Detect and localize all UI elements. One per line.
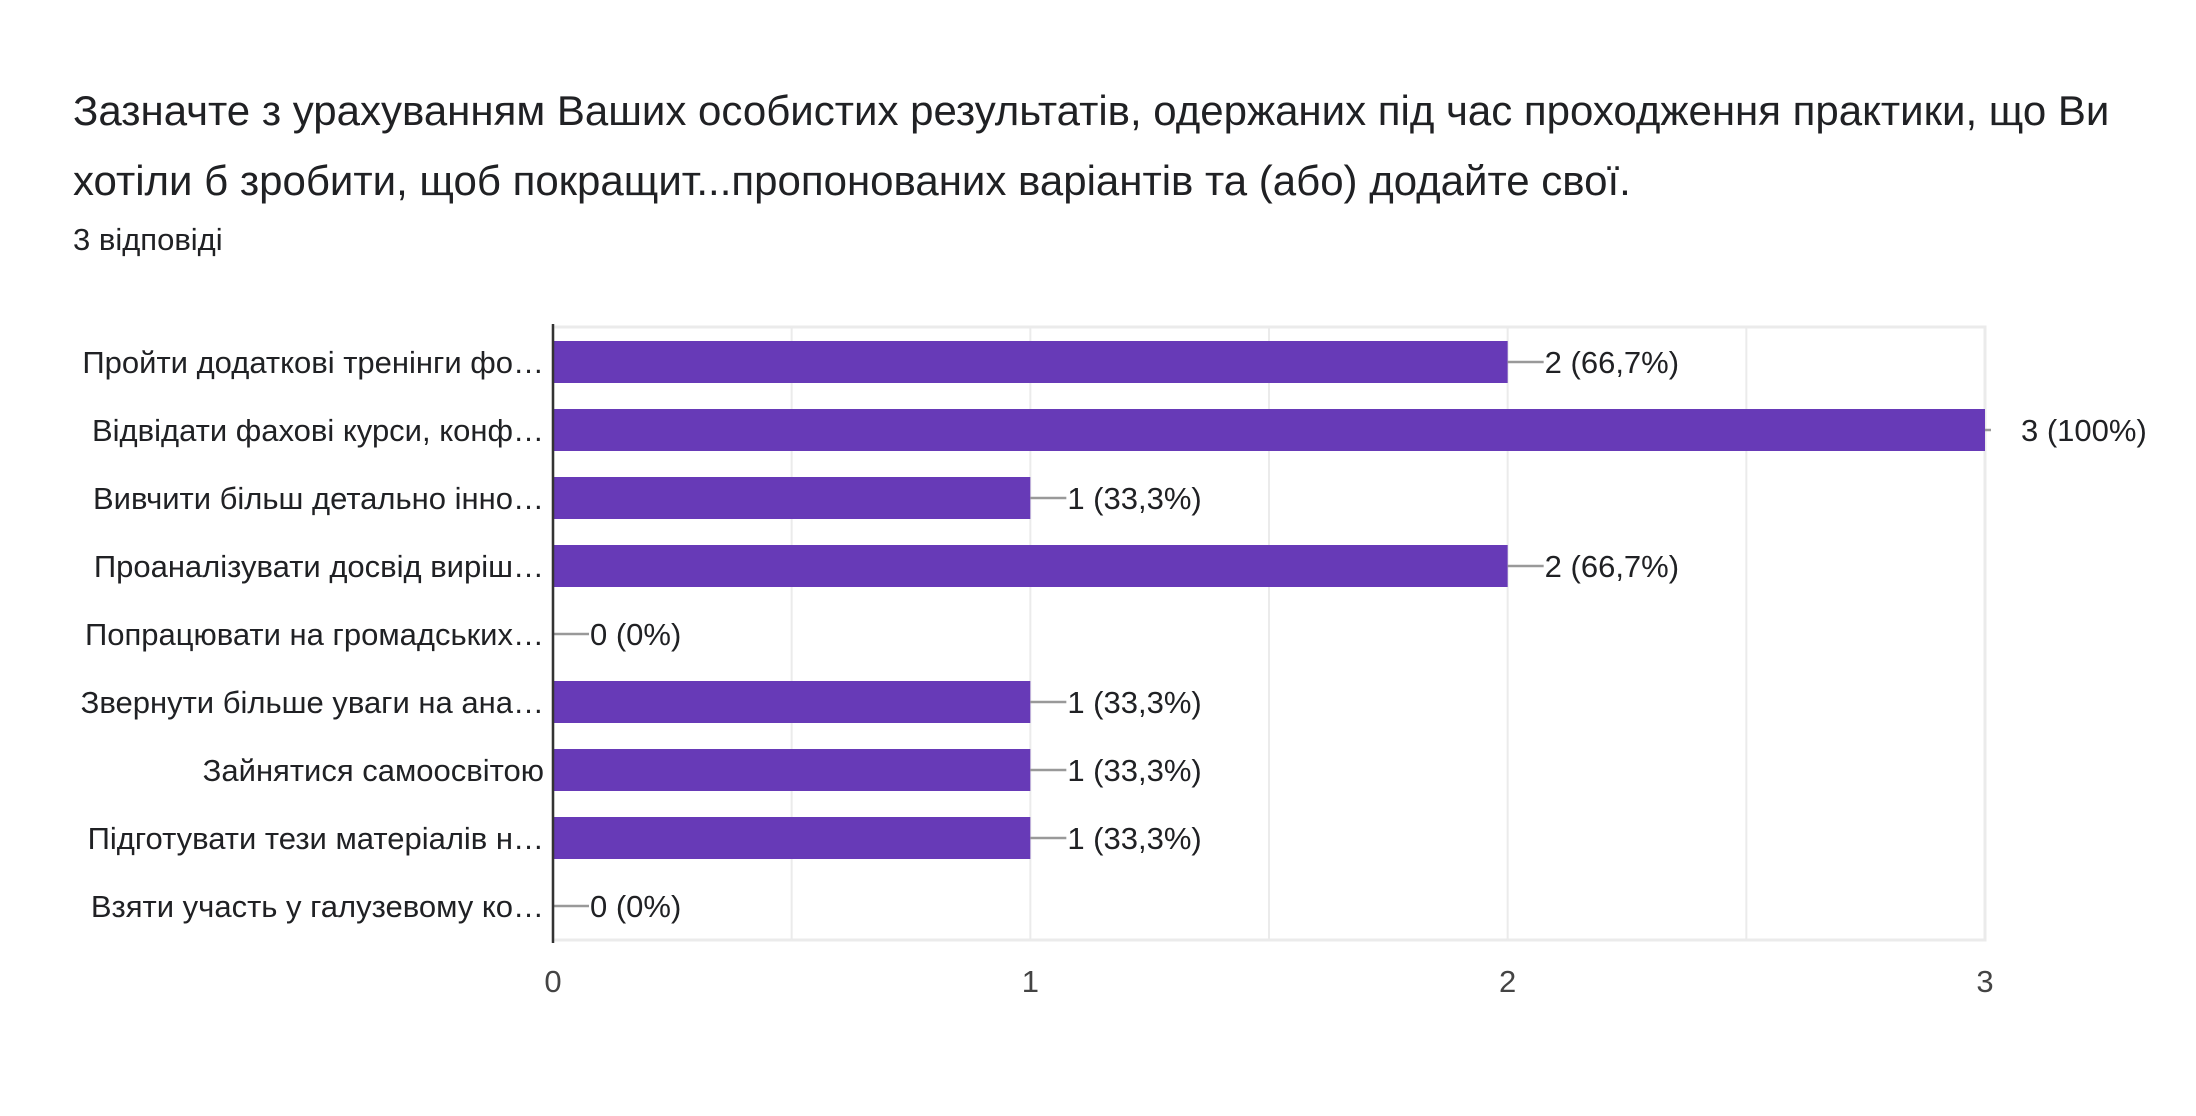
data-label: 0 (0%) [590, 889, 681, 924]
data-label: 3 (100%) [2021, 413, 2147, 448]
bar [553, 681, 1031, 723]
bar [553, 477, 1031, 519]
response-count: 3 відповіді [73, 222, 223, 257]
x-tick-label: 3 [1976, 964, 1993, 999]
bar [553, 817, 1031, 859]
bar [553, 749, 1031, 791]
bar [553, 341, 1508, 383]
bar [553, 545, 1508, 587]
data-label: 1 (33,3%) [1067, 753, 1201, 788]
data-label: 1 (33,3%) [1067, 685, 1201, 720]
x-tick-label: 1 [1022, 964, 1039, 999]
data-label: 1 (33,3%) [1067, 481, 1201, 516]
category-label: Попрацювати на громадських… [85, 617, 544, 652]
category-label: Пройти додаткові тренінги фо… [82, 345, 544, 380]
data-label: 2 (66,7%) [1545, 345, 1679, 380]
data-label: 0 (0%) [590, 617, 681, 652]
category-label: Проаналізувати досвід виріш… [94, 549, 544, 584]
x-tick-label: 0 [544, 964, 561, 999]
bar [553, 409, 1985, 451]
category-label: Звернути більше уваги на ана… [81, 685, 544, 720]
category-label: Взяти участь у галузевому ко… [91, 889, 544, 924]
category-label: Зайнятися самоосвітою [203, 753, 544, 788]
data-label: 1 (33,3%) [1067, 821, 1201, 856]
category-label: Вивчити більш детально інно… [93, 481, 544, 516]
question-title: Зазначте з урахуванням Ваших особистих р… [73, 87, 2110, 204]
category-label: Відвідати фахові курси, конф… [92, 413, 544, 448]
category-label: Підготувати тези матеріалів н… [88, 821, 544, 856]
x-tick-label: 2 [1499, 964, 1516, 999]
data-label: 2 (66,7%) [1545, 549, 1679, 584]
